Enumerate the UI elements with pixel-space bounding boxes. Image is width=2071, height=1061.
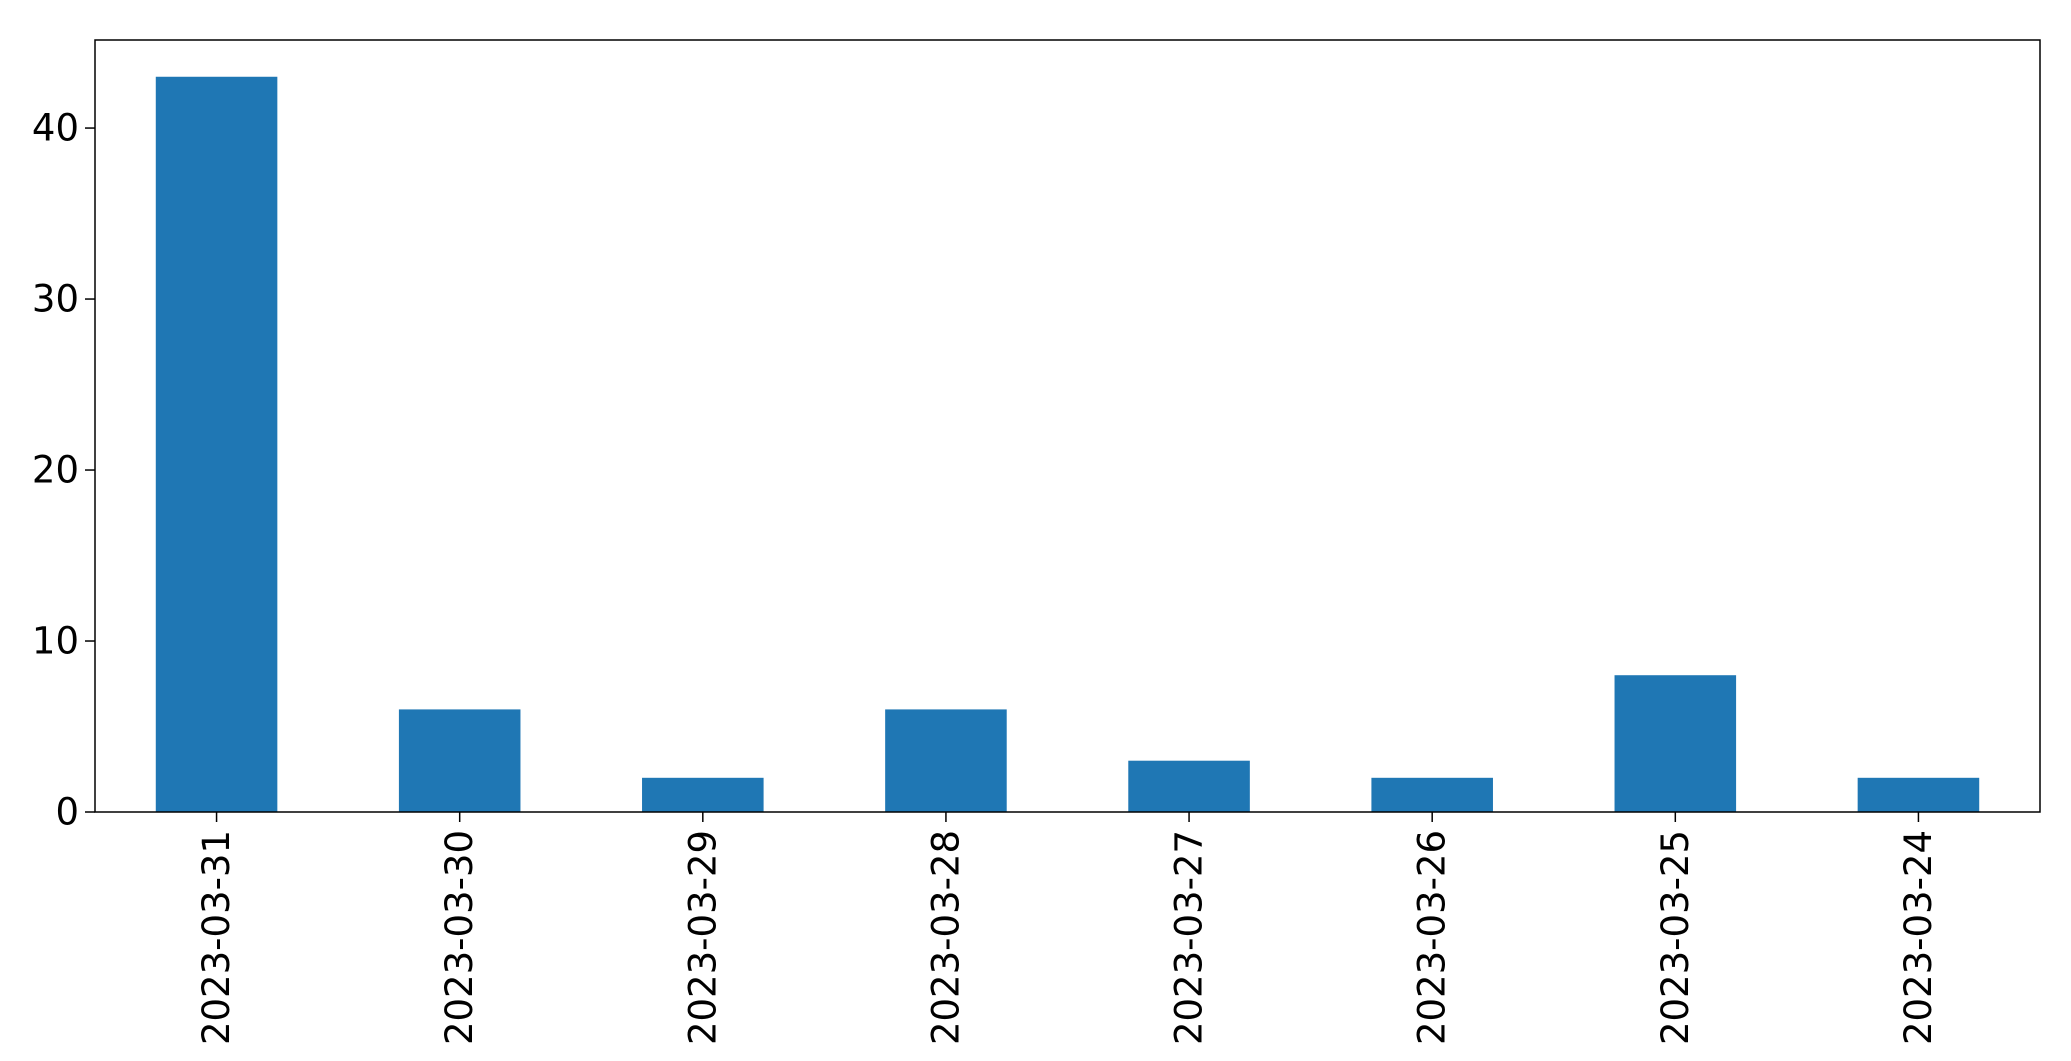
x-tick-label-2023-03-26: 2023-03-26 bbox=[1411, 830, 1454, 1045]
x-tick-label-2023-03-29: 2023-03-29 bbox=[681, 830, 724, 1045]
bar-2023-03-30 bbox=[398, 709, 521, 812]
y-tick-label-0: 0 bbox=[55, 791, 79, 834]
x-axis: 2023-03-31 2023-03-30 2023-03-29 2023-03-28… bbox=[195, 812, 1940, 1045]
bar-2023-03-24 bbox=[1857, 777, 1980, 812]
x-tick-label-2023-03-28: 2023-03-28 bbox=[924, 830, 967, 1045]
x-tick-label-2023-03-30: 2023-03-30 bbox=[438, 830, 481, 1045]
x-tick-label-2023-03-27: 2023-03-27 bbox=[1168, 830, 1211, 1045]
bar-2023-03-28 bbox=[885, 709, 1007, 812]
bar-2023-03-27 bbox=[1128, 760, 1250, 812]
plot-frame bbox=[94, 39, 2041, 813]
bar-2023-03-29 bbox=[642, 777, 764, 812]
x-tick-label-2023-03-24: 2023-03-24 bbox=[1897, 830, 1940, 1045]
bar-2023-03-25 bbox=[1614, 675, 1737, 812]
bar-2023-03-31 bbox=[155, 76, 278, 812]
bar-2023-03-26 bbox=[1371, 777, 1493, 812]
y-tick-label-20: 20 bbox=[32, 449, 79, 492]
y-axis: 0 10 20 30 40 bbox=[32, 107, 95, 834]
x-tick-label-2023-03-31: 2023-03-31 bbox=[195, 830, 238, 1045]
y-tick-label-40: 40 bbox=[32, 107, 79, 150]
bars-group bbox=[155, 76, 1980, 812]
y-tick-label-10: 10 bbox=[32, 620, 79, 663]
y-tick-label-30: 30 bbox=[32, 278, 79, 321]
x-tick-label-2023-03-25: 2023-03-25 bbox=[1654, 830, 1697, 1045]
